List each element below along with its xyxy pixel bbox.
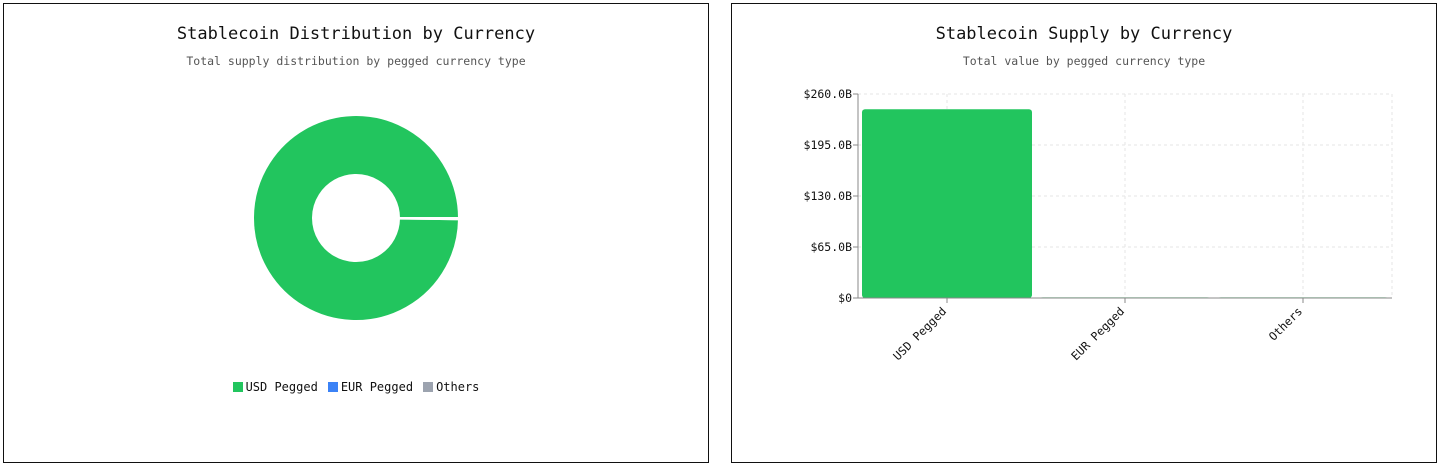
- y-tick-label: $0: [838, 291, 852, 305]
- bar-usd[interactable]: [862, 109, 1032, 298]
- legend-swatch-eur: [327, 382, 338, 392]
- supply-chart-title: Stablecoin Supply by Currency: [935, 24, 1233, 44]
- x-tick-label: EUR Pegged: [1068, 304, 1127, 363]
- supply-chart-panel: Stablecoin Supply by Currency Total valu…: [731, 3, 1437, 463]
- supply-chart-subtitle: Total value by pegged currency type: [962, 54, 1206, 68]
- distribution-chart-title: Stablecoin Distribution by Currency: [176, 24, 536, 44]
- legend-item-others[interactable]: Others: [423, 380, 479, 394]
- legend-label-others: Others: [436, 380, 480, 394]
- y-tick-label: $65.0B: [810, 240, 852, 254]
- donut-slice-usd[interactable]: [252, 114, 461, 323]
- legend-item-eur[interactable]: EUR Pegged: [327, 380, 414, 394]
- distribution-chart-subtitle: Total supply distribution by pegged curr…: [186, 54, 526, 68]
- donut-chart: [252, 114, 461, 323]
- bar-chart: $0 $65.0B $130.0B $195.0B $260.0B USD Pegged E…: [804, 87, 1393, 363]
- legend-label-usd: USD Pegged: [245, 380, 318, 394]
- distribution-chart-panel: Stablecoin Distribution by Currency Tota…: [3, 3, 709, 463]
- legend-item-usd[interactable]: USD Pegged: [232, 380, 318, 394]
- legend-swatch-usd: [232, 382, 243, 392]
- y-tick-label: $195.0B: [804, 138, 853, 152]
- x-tick-label: Others: [1266, 304, 1305, 343]
- legend-swatch-others: [423, 382, 434, 392]
- legend-label-eur: EUR Pegged: [340, 380, 414, 394]
- distribution-legend: USD Pegged EUR Pegged Others: [4, 380, 708, 394]
- y-tick-label: $130.0B: [804, 189, 853, 203]
- y-tick-label: $260.0B: [804, 87, 853, 101]
- x-tick-label: USD Pegged: [890, 304, 949, 363]
